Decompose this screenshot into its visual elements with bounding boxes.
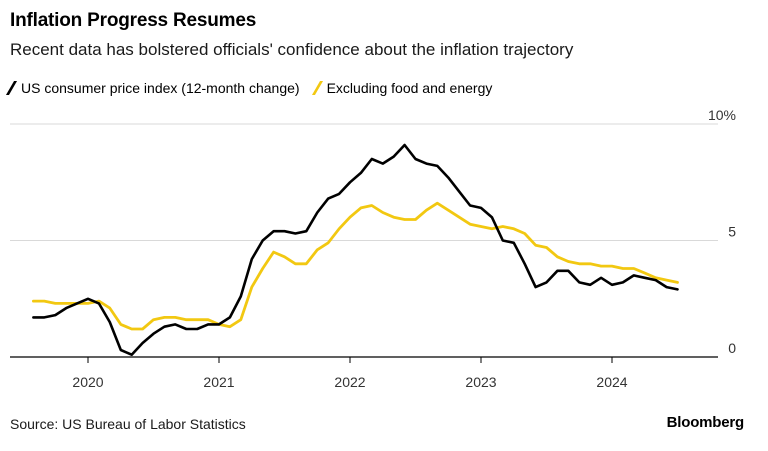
- x-tick-label-2023: 2023: [465, 374, 496, 390]
- series-line-cpi: [32, 143, 679, 357]
- source-note: Source: US Bureau of Labor Statistics: [10, 416, 246, 432]
- legend: US consumer price index (12-month change…: [5, 80, 508, 96]
- y-tick-label-0: 0: [728, 340, 736, 356]
- x-tick-label-2024: 2024: [596, 374, 627, 390]
- y-tick-label-10: 10%: [708, 107, 736, 123]
- y-tick-label-5: 5: [728, 224, 736, 240]
- x-tick-label-2022: 2022: [334, 374, 365, 390]
- series-line-core: [32, 201, 679, 331]
- chart-subtitle: Recent data has bolstered officials' con…: [10, 40, 574, 59]
- chart-title: Inflation Progress Resumes: [10, 10, 257, 31]
- legend-label-core: Excluding food and energy: [326, 80, 493, 96]
- bloomberg-logo: Bloomberg: [666, 414, 745, 431]
- x-tick-label-2020: 2020: [72, 374, 103, 390]
- x-tick-label-2021: 2021: [203, 374, 234, 390]
- legend-item-cpi: US consumer price index (12-month change…: [5, 80, 300, 96]
- legend-label-cpi: US consumer price index (12-month change…: [21, 80, 300, 96]
- legend-item-core: Excluding food and energy: [311, 80, 493, 96]
